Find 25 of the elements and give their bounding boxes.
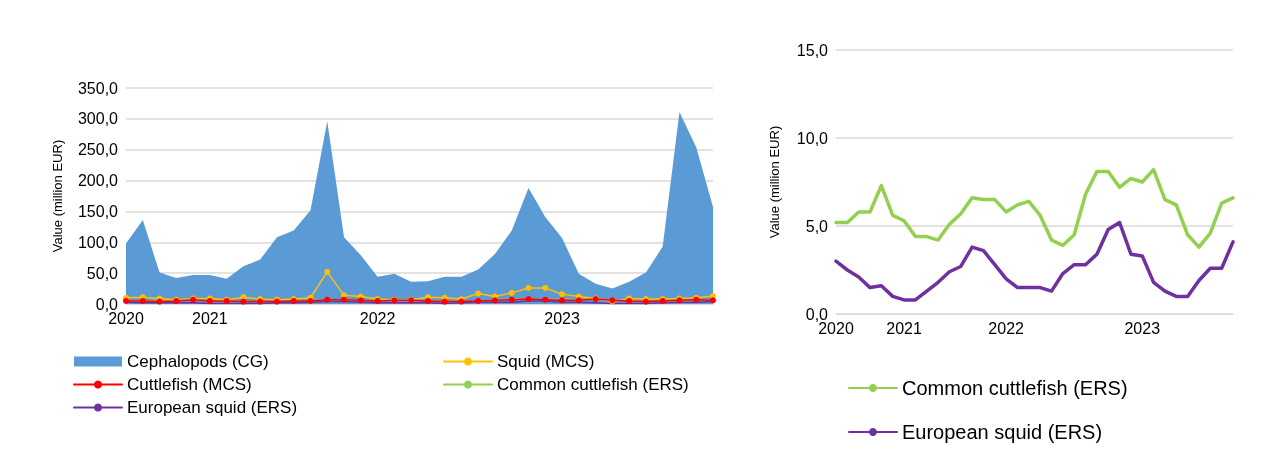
y-axis-title: Value (million EUR) (50, 139, 65, 253)
y-tick-label: 100,0 (77, 233, 119, 251)
y-tick-label: 350,0 (77, 79, 119, 97)
y-tick-label: 15,0 (796, 41, 829, 59)
x-tick-label: 2023 (544, 309, 580, 327)
y-tick-label: 250,0 (77, 141, 119, 159)
legend-label: European squid (ERS) (902, 421, 1103, 443)
legend-label: Cephalopods (CG) (127, 352, 269, 371)
x-tick-label: 2021 (192, 309, 228, 327)
y-tick-label: 300,0 (77, 110, 119, 128)
legend-label: Squid (MCS) (497, 352, 595, 371)
x-tick-label: 2021 (886, 319, 922, 337)
y-tick-label: 150,0 (77, 202, 119, 220)
x-tick-label: 2022 (988, 319, 1025, 337)
y-tick-label: 200,0 (77, 172, 119, 190)
legend-label: Common cuttlefish (ERS) (902, 377, 1128, 399)
legend-label: European squid (ERS) (127, 398, 298, 417)
y-tick-label: 5,0 (805, 217, 829, 235)
x-tick-label: 2023 (1124, 319, 1161, 337)
y-tick-label: 10,0 (796, 129, 829, 147)
legend-label: Cuttlefish (MCS) (127, 375, 252, 394)
x-tick-label: 2022 (359, 309, 396, 327)
y-tick-label: 50,0 (86, 264, 119, 282)
legend-label: Common cuttlefish (ERS) (497, 375, 689, 394)
y-axis-title: Value (million EUR) (767, 125, 782, 239)
